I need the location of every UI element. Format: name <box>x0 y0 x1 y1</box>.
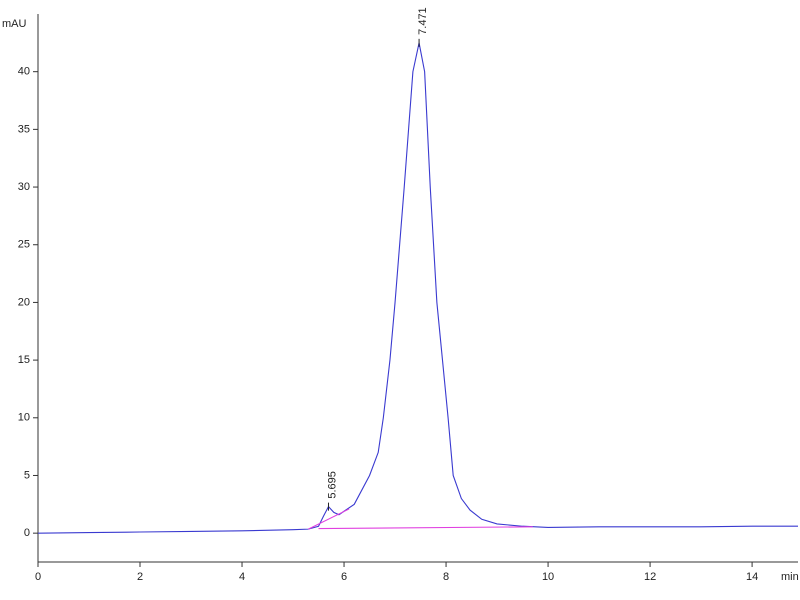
y-tick-label: 35 <box>18 123 30 135</box>
x-tick-label: 14 <box>746 571 758 583</box>
peak-label: 5.695 <box>326 471 338 499</box>
peak-label: 7.471 <box>417 7 429 35</box>
x-tick-label: 4 <box>239 571 245 583</box>
trace <box>308 508 350 530</box>
x-axis-label: min <box>781 571 799 583</box>
x-tick-label: 0 <box>35 571 41 583</box>
y-tick-label: 40 <box>18 66 30 78</box>
y-tick-label: 15 <box>18 354 30 366</box>
y-tick-label: 10 <box>18 412 30 424</box>
x-tick-label: 8 <box>443 571 449 583</box>
x-tick-label: 6 <box>341 571 347 583</box>
y-tick-label: 5 <box>24 469 30 481</box>
y-axis-label: mAU <box>2 18 27 30</box>
trace <box>318 526 533 530</box>
x-tick-label: 12 <box>644 571 656 583</box>
x-tick-label: 10 <box>542 571 554 583</box>
x-tick-label: 2 <box>137 571 143 583</box>
y-tick-label: 0 <box>24 527 30 539</box>
y-tick-label: 30 <box>18 181 30 193</box>
trace <box>37 42 798 534</box>
y-tick-label: 20 <box>18 296 30 308</box>
y-tick-label: 25 <box>18 239 30 251</box>
